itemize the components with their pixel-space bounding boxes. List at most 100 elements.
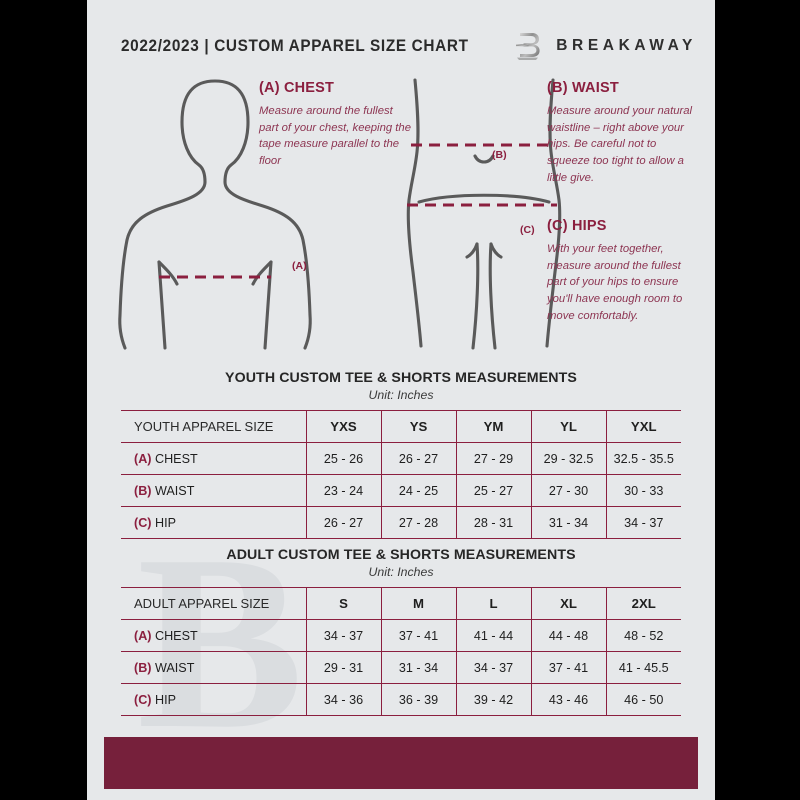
youth-size-label-header: YOUTH APPAREL SIZE [121,410,306,443]
adult-table-title: ADULT CUSTOM TEE & SHORTS MEASUREMENTS [226,547,576,563]
brand-lockup: BREAKAWAY [514,29,697,63]
table-row: (A) CHEST 34 - 37 37 - 41 41 - 44 44 - 4… [121,619,681,652]
youth-row-label-chest: (A) CHEST [121,442,306,475]
adult-row-label-hip: (C) HIP [121,683,306,716]
adult-size-header-1: M [380,587,456,620]
adult-hip-4: 46 - 50 [605,683,681,716]
measurement-illustration: (A) (B) (C) (A) CHE [87,70,715,365]
adult-row-name-hip: HIP [154,692,176,707]
youth-chest-1: 26 - 27 [380,442,456,475]
adult-row-name-waist: WAIST [154,660,195,675]
adult-row-label-waist: (B) WAIST [121,651,306,684]
adult-size-header-3: XL [530,587,606,620]
footer-accent-bar [104,737,698,789]
youth-row-name-waist: WAIST [154,483,195,498]
youth-waist-1: 24 - 25 [380,474,456,507]
youth-size-table-block: YOUTH CUSTOM TEE & SHORTS MEASUREMENTS U… [121,370,681,539]
adult-hip-3: 43 - 46 [530,683,606,716]
table-row: (A) CHEST 25 - 26 26 - 27 27 - 29 29 - 3… [121,442,681,475]
youth-chest-3: 29 - 32.5 [530,442,606,475]
adult-row-name-chest: CHEST [154,628,198,643]
waist-marker-label: (B) [492,149,507,161]
adult-waist-4: 41 - 45.5 [605,651,681,684]
adult-row-tag-waist: (B) [134,660,152,675]
youth-table-title: YOUTH CUSTOM TEE & SHORTS MEASUREMENTS [225,370,577,386]
adult-hip-1: 36 - 39 [380,683,456,716]
male-lower-body-outline-icon [406,78,562,350]
description-hips: (C) HIPS With your feet together, measur… [547,218,699,325]
breakaway-b-monogram-icon [516,33,540,60]
youth-size-header-4: YXL [605,410,681,443]
description-hips-title: (C) HIPS [547,218,607,234]
youth-waist-0: 23 - 24 [305,474,381,507]
adult-waist-0: 29 - 31 [305,651,381,684]
table-row: (B) WAIST 23 - 24 24 - 25 25 - 27 27 - 3… [121,474,681,507]
description-chest: (A) CHEST Measure around the fullest par… [259,80,411,170]
table-row: (C) HIP 26 - 27 27 - 28 28 - 31 31 - 34 … [121,506,681,539]
youth-row-name-hip: HIP [154,515,176,530]
table-header-row: YOUTH APPAREL SIZE YXS YS YM YL YXL [121,410,681,443]
male-torso-outline-icon [118,79,312,350]
youth-chest-0: 25 - 26 [305,442,381,475]
youth-waist-2: 25 - 27 [455,474,531,507]
description-hips-body: With your feet together, measure around … [547,243,683,322]
season-label: 2022/2023 [121,36,200,55]
youth-size-table: YOUTH APPAREL SIZE YXS YS YM YL YXL (A) … [121,410,681,539]
adult-waist-1: 31 - 34 [380,651,456,684]
description-waist: (B) WAIST Measure around your natural wa… [547,80,699,187]
youth-size-header-2: YM [455,410,531,443]
adult-row-tag-hip: (C) [134,692,152,707]
page-header: 2022/2023 | CUSTOM APPAREL SIZE CHART [87,26,715,66]
youth-hip-4: 34 - 37 [605,506,681,539]
youth-row-name-chest: CHEST [154,451,198,466]
size-chart-page: B 2022/2023 | CUSTOM APPAREL SIZE CHART [87,0,715,800]
description-chest-body: Measure around the fullest part of your … [259,105,411,168]
adult-size-header-2: L [455,587,531,620]
table-header-row: ADULT APPAREL SIZE S M L XL 2XL [121,587,681,620]
youth-size-header-1: YS [380,410,456,443]
youth-row-tag-chest: (A) [134,451,152,466]
youth-hip-1: 27 - 28 [380,506,456,539]
youth-chest-2: 27 - 29 [455,442,531,475]
adult-waist-3: 37 - 41 [530,651,606,684]
adult-chest-0: 34 - 37 [305,619,381,652]
adult-table-unit: Unit: Inches [368,565,434,579]
adult-chest-2: 41 - 44 [455,619,531,652]
youth-row-label-hip: (C) HIP [121,506,306,539]
adult-waist-2: 34 - 37 [455,651,531,684]
youth-hip-0: 26 - 27 [305,506,381,539]
chest-marker-label: (A) [292,260,307,272]
description-chest-title: (A) CHEST [259,80,335,96]
youth-hip-3: 31 - 34 [530,506,606,539]
title-separator: | [204,36,210,55]
adult-row-tag-chest: (A) [134,628,152,643]
adult-hip-0: 34 - 36 [305,683,381,716]
adult-size-table: ADULT APPAREL SIZE S M L XL 2XL (A) CHES… [121,587,681,716]
adult-chest-1: 37 - 41 [380,619,456,652]
youth-size-header-0: YXS [305,410,381,443]
table-row: (B) WAIST 29 - 31 31 - 34 34 - 37 37 - 4… [121,651,681,684]
youth-row-tag-hip: (C) [134,515,152,530]
adult-row-label-chest: (A) CHEST [121,619,306,652]
hips-marker-label: (C) [520,224,535,236]
youth-chest-4: 32.5 - 35.5 [605,442,681,475]
adult-chest-4: 48 - 52 [605,619,681,652]
youth-waist-3: 27 - 30 [530,474,606,507]
youth-row-tag-waist: (B) [134,483,152,498]
description-waist-title: (B) WAIST [547,80,619,96]
page-title: 2022/2023 | CUSTOM APPAREL SIZE CHART [121,37,469,56]
youth-waist-4: 30 - 33 [605,474,681,507]
youth-table-unit: Unit: Inches [368,388,434,402]
adult-hip-2: 39 - 42 [455,683,531,716]
adult-size-header-0: S [305,587,381,620]
adult-chest-3: 44 - 48 [530,619,606,652]
table-row: (C) HIP 34 - 36 36 - 39 39 - 42 43 - 46 … [121,683,681,716]
adult-size-label-header: ADULT APPAREL SIZE [121,587,306,620]
youth-size-header-3: YL [530,410,606,443]
adult-size-header-4: 2XL [605,587,681,620]
title-text: CUSTOM APPAREL SIZE CHART [214,36,469,55]
youth-row-label-waist: (B) WAIST [121,474,306,507]
brand-name: BREAKAWAY [556,37,697,54]
youth-hip-2: 28 - 31 [455,506,531,539]
